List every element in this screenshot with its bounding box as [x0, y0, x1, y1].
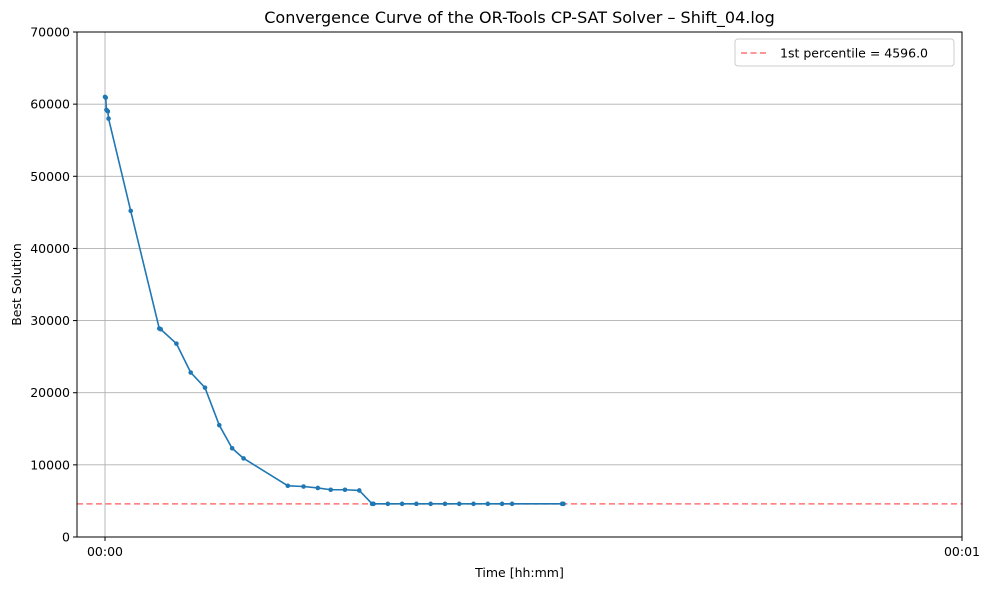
- plot-frame: [76, 31, 963, 538]
- x-axis-label: Time [hh:mm]: [474, 565, 564, 580]
- data-point: [105, 109, 111, 114]
- series-line: [104, 96, 564, 505]
- data-point: [202, 385, 208, 390]
- data-point: [103, 95, 109, 100]
- y-tick-label: 40000: [30, 241, 70, 256]
- y-tick-label: 50000: [30, 169, 70, 184]
- legend-box: [734, 38, 955, 67]
- data-point: [428, 501, 433, 507]
- data-point: [106, 116, 111, 121]
- grid-lines: [77, 32, 962, 537]
- data-point: [356, 488, 362, 493]
- data-point: [399, 501, 405, 507]
- data-point: [285, 483, 291, 489]
- y-axis-ticks: 0 10000 20000 30000 40000 50000 60000 70000: [30, 25, 77, 545]
- y-tick-label: 60000: [30, 97, 70, 112]
- data-point: [442, 501, 448, 507]
- legend-label: 1st percentile = 4596.0: [780, 46, 928, 61]
- data-point: [456, 501, 462, 507]
- y-tick-label: 30000: [30, 313, 70, 328]
- data-point: [414, 501, 419, 507]
- x-tick-label: 00:00: [87, 544, 123, 559]
- data-point: [128, 208, 134, 214]
- x-tick-label: 00:01: [944, 544, 980, 559]
- data-point: [315, 485, 321, 491]
- data-point: [561, 501, 566, 507]
- data-point: [301, 484, 306, 489]
- y-axis-label: Best Solution: [9, 243, 24, 326]
- chart-title: Convergence Curve of the OR-Tools CP-SAT…: [264, 8, 775, 28]
- y-tick-label: 70000: [30, 25, 70, 40]
- data-point: [485, 501, 491, 507]
- data-point: [499, 501, 505, 507]
- legend: 1st percentile = 4596.0: [734, 38, 955, 67]
- x-axis-ticks: 00:00 00:01: [87, 537, 980, 559]
- data-point: [385, 501, 391, 507]
- data-point: [241, 456, 246, 461]
- data-point: [229, 445, 235, 451]
- data-point: [328, 487, 333, 493]
- series-group: [102, 94, 566, 507]
- data-point: [174, 341, 179, 346]
- data-point: [188, 370, 193, 375]
- data-point: [342, 487, 348, 493]
- y-tick-label: 0: [62, 530, 70, 545]
- y-tick-label: 10000: [30, 457, 70, 472]
- data-point: [371, 501, 376, 507]
- y-tick-label: 20000: [30, 385, 70, 400]
- data-point: [471, 501, 476, 507]
- data-point: [509, 501, 515, 507]
- data-point: [216, 422, 222, 428]
- data-point: [158, 326, 164, 332]
